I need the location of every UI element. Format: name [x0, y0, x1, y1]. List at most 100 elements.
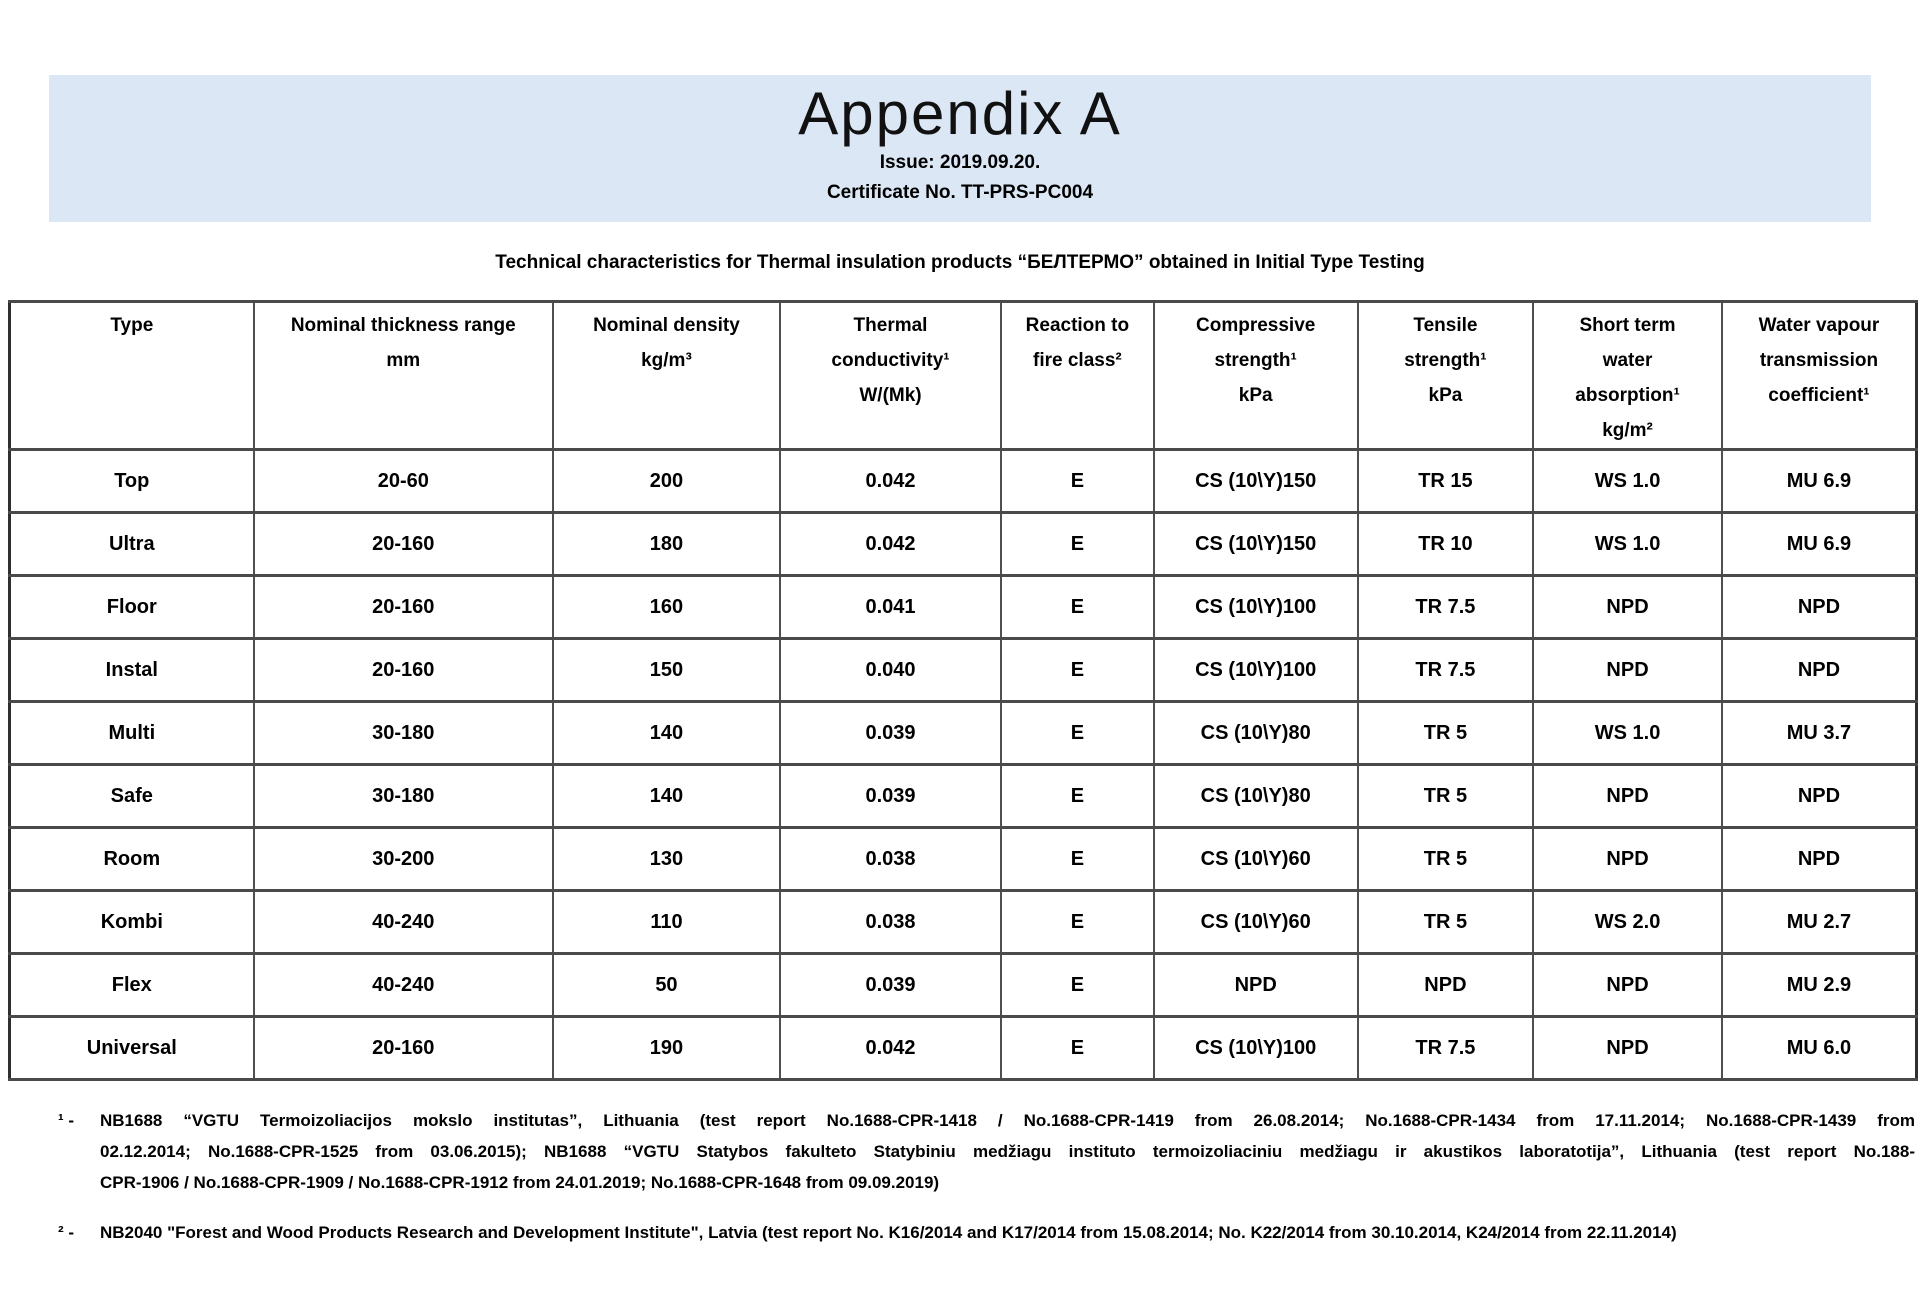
table-cell: MU 6.9	[1720, 511, 1918, 577]
table-cell: Room	[8, 826, 255, 892]
table-cell: 200	[551, 448, 781, 514]
column-header-type: Type	[8, 300, 255, 451]
table-cell: NPD	[1720, 826, 1918, 892]
table-cell: 30-180	[252, 763, 554, 829]
table-cell: TR 5	[1356, 763, 1535, 829]
table-cell: NPD	[1532, 763, 1723, 829]
table-cell: CS (10\Y)100	[1152, 637, 1359, 703]
table-cell: E	[1000, 952, 1155, 1018]
table-cell: Instal	[8, 637, 255, 703]
table-cell: Universal	[8, 1015, 255, 1081]
table-cell: 50	[551, 952, 781, 1018]
table-cell: 0.041	[778, 574, 1003, 640]
table-cell: NPD	[1532, 574, 1723, 640]
table-cell: CS (10\Y)80	[1152, 700, 1359, 766]
table-cell: MU 2.9	[1720, 952, 1918, 1018]
table-cell: 0.038	[778, 889, 1003, 955]
table-row: Kombi 40-240 110 0.038 E CS (10\Y)60 TR 5 WS 2.…	[8, 889, 1918, 955]
table-cell: CS (10\Y)150	[1152, 448, 1359, 514]
table-cell: NPD	[1152, 952, 1359, 1018]
table-cell: E	[1000, 511, 1155, 577]
table-cell: NPD	[1532, 826, 1723, 892]
table-row: Ultra 20-160 180 0.042 E CS (10\Y)150 TR 10 WS …	[8, 511, 1918, 577]
table-cell: 40-240	[252, 952, 554, 1018]
table-cell: E	[1000, 448, 1155, 514]
table-cell: MU 6.0	[1720, 1015, 1918, 1081]
table-cell: 150	[551, 637, 781, 703]
table-cell: 0.042	[778, 511, 1003, 577]
table-cell: TR 5	[1356, 889, 1535, 955]
table-cell: E	[1000, 574, 1155, 640]
table-cell: MU 6.9	[1720, 448, 1918, 514]
footnote-2-marker: ² -	[58, 1223, 75, 1242]
table-cell: TR 5	[1356, 826, 1535, 892]
document-page: Appendix A Issue: 2019.09.20. Certificat…	[0, 75, 1920, 1248]
table-caption: Technical characteristics for Thermal in…	[495, 252, 1425, 273]
column-header-thickness: Nominal thickness range mm	[252, 300, 554, 451]
column-header-fire-class: Reaction to fire class²	[1000, 300, 1155, 451]
table-cell: 0.039	[778, 763, 1003, 829]
title-banner: Appendix A Issue: 2019.09.20. Certificat…	[49, 75, 1871, 222]
table-cell: 20-160	[252, 1015, 554, 1081]
table-cell: NPD	[1720, 637, 1918, 703]
table-row: Universal 20-160 190 0.042 E CS (10\Y)100 TR 7…	[8, 1015, 1918, 1081]
table-cell: 30-180	[252, 700, 554, 766]
table-cell: 20-160	[252, 511, 554, 577]
column-header-density: Nominal density kg/m³	[551, 300, 781, 451]
table-cell: WS 1.0	[1532, 511, 1723, 577]
footnote-1-marker: ¹ -	[58, 1111, 75, 1130]
footnote-1-line: 02.12.2014; No.1688-CPR-1525 from 03.06.…	[100, 1142, 1915, 1161]
table-cell: 0.042	[778, 1015, 1003, 1081]
table-cell: TR 7.5	[1356, 637, 1535, 703]
table-cell: WS 1.0	[1532, 448, 1723, 514]
table-cell: 0.042	[778, 448, 1003, 514]
table-cell: MU 3.7	[1720, 700, 1918, 766]
table-cell: CS (10\Y)60	[1152, 889, 1359, 955]
table-cell: 180	[551, 511, 781, 577]
table-cell: Multi	[8, 700, 255, 766]
table-cell: NPD	[1532, 637, 1723, 703]
table-cell: CS (10\Y)150	[1152, 511, 1359, 577]
column-header-tensile-strength: Tensile strength¹ kPa	[1356, 300, 1535, 451]
table-cell: 140	[551, 763, 781, 829]
table-cell: 190	[551, 1015, 781, 1081]
table-cell: NPD	[1356, 952, 1535, 1018]
table-cell: 160	[551, 574, 781, 640]
table-cell: E	[1000, 637, 1155, 703]
table-cell: E	[1000, 889, 1155, 955]
table-cell: NPD	[1532, 1015, 1723, 1081]
table-cell: 0.040	[778, 637, 1003, 703]
column-header-conductivity: Thermal conductivity¹ W/(Mk)	[778, 300, 1003, 451]
footnote-2: ² - NB2040 "Forest and Wood Products Res…	[58, 1217, 1915, 1248]
table-cell: MU 2.7	[1720, 889, 1918, 955]
table-cell: 40-240	[252, 889, 554, 955]
table-cell: TR 5	[1356, 700, 1535, 766]
table-cell: E	[1000, 1015, 1155, 1081]
table-row: Safe 30-180 140 0.039 E CS (10\Y)80 TR 5 NPD NPD	[8, 763, 1918, 829]
table-cell: Safe	[8, 763, 255, 829]
table-cell: 0.039	[778, 700, 1003, 766]
table-cell: NPD	[1720, 574, 1918, 640]
footnote-1-line: CPR-1906 / No.1688-CPR-1909 / No.1688-CP…	[100, 1173, 940, 1192]
table-row: Flex 40-240 50 0.039 E NPD NPD NPD MU 2.9	[8, 952, 1918, 1018]
column-header-water-absorption: Short term water absorption¹ kg/m²	[1532, 300, 1723, 451]
table-cell: TR 15	[1356, 448, 1535, 514]
table-cell: E	[1000, 763, 1155, 829]
table-cell: NPD	[1720, 763, 1918, 829]
table-cell: Flex	[8, 952, 255, 1018]
table-cell: 20-160	[252, 637, 554, 703]
table-row: Floor 20-160 160 0.041 E CS (10\Y)100 TR 7.5 NP…	[8, 574, 1918, 640]
issue-line: Issue: 2019.09.20.	[879, 152, 1041, 173]
table-cell: TR 10	[1356, 511, 1535, 577]
footnotes: ¹ - NB1688 “VGTU Termoizoliacijos mokslo…	[58, 1105, 1915, 1248]
table-cell: E	[1000, 700, 1155, 766]
table-row: Room 30-200 130 0.038 E CS (10\Y)60 TR 5 NPD NPD	[8, 826, 1918, 892]
table-row: Multi 30-180 140 0.039 E CS (10\Y)80 TR 5 WS 1.…	[8, 700, 1918, 766]
table-cell: Kombi	[8, 889, 255, 955]
table-cell: E	[1000, 826, 1155, 892]
table-cell: Floor	[8, 574, 255, 640]
table-cell: 30-200	[252, 826, 554, 892]
table-cell: 140	[551, 700, 781, 766]
table-cell: 0.039	[778, 952, 1003, 1018]
table-row: Instal 20-160 150 0.040 E CS (10\Y)100 TR 7.5 N…	[8, 637, 1918, 703]
